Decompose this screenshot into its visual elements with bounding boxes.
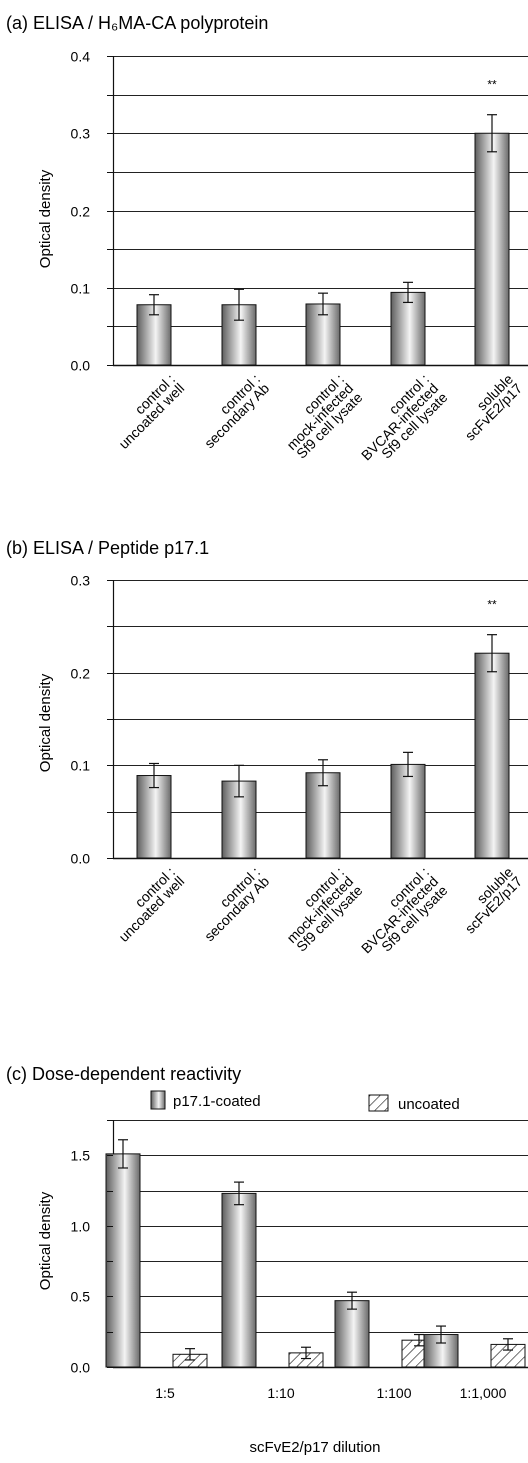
error-bar xyxy=(403,751,413,778)
x-tick-label: control :uncoated well xyxy=(106,371,187,452)
y-tick-label: 0.2 xyxy=(71,204,91,220)
chart-a-grid xyxy=(112,56,528,367)
bar xyxy=(305,772,341,859)
x-tick-label: control :BVCAR-infectedSf9 cell lysate xyxy=(349,371,451,473)
chart-c-bars xyxy=(105,1139,526,1368)
chart-a-yticks: 0.0 0.1 0.2 0.3 0.4 xyxy=(71,49,113,374)
chart-c-grid xyxy=(112,1120,528,1369)
chart-a-ylabel: Optical density xyxy=(37,169,54,268)
error-bar xyxy=(185,1348,195,1361)
bar xyxy=(221,304,257,366)
x-tick-label: 1:1,000 xyxy=(460,1385,507,1401)
y-tick-label: 0.0 xyxy=(71,851,91,867)
y-tick-label: 0.2 xyxy=(71,666,91,682)
chart-b-bars: ** xyxy=(136,598,510,859)
y-tick-label: 1.0 xyxy=(71,1219,91,1235)
chart-c-title: (c) Dose-dependent reactivity xyxy=(6,1064,241,1084)
error-bar xyxy=(301,1346,311,1360)
x-tick-label: control :secondary Ab xyxy=(192,371,273,452)
error-bar xyxy=(118,1139,128,1169)
x-tick-label: 1:5 xyxy=(155,1385,175,1401)
x-tick-label: solublescFvE2/p17 xyxy=(453,371,526,444)
x-tick-label: 1:100 xyxy=(376,1385,411,1401)
y-tick-label: 0.5 xyxy=(71,1289,91,1305)
error-bar xyxy=(503,1338,513,1351)
chart-c-yticks: 0.0 0.5 1.0 1.5 xyxy=(71,1120,113,1376)
x-tick-label: control :uncoated well xyxy=(106,864,187,945)
y-tick-label: 0.0 xyxy=(71,358,91,374)
y-tick-label: 0.1 xyxy=(71,758,91,774)
legend-label-coated: p17.1-coated xyxy=(173,1093,261,1110)
bar-coated xyxy=(105,1153,141,1368)
error-bar xyxy=(318,759,328,787)
error-bar xyxy=(234,288,244,321)
chart-b-yticks: 0.0 0.1 0.2 0.3 xyxy=(71,573,113,867)
y-tick-label: 0.4 xyxy=(71,49,91,65)
bar xyxy=(474,652,510,859)
y-tick-label: 0.1 xyxy=(71,281,91,297)
x-tick-label: solublescFvE2/p17 xyxy=(453,864,526,937)
bar xyxy=(474,132,510,366)
legend-label-uncoated: uncoated xyxy=(398,1096,460,1113)
bar xyxy=(390,763,426,859)
error-bar xyxy=(414,1333,424,1347)
error-bar xyxy=(403,281,413,304)
error-bar xyxy=(347,1291,357,1310)
error-bar xyxy=(149,762,159,789)
error-bar xyxy=(487,634,497,673)
bar xyxy=(305,303,341,366)
chart-b-title: (b) ELISA / Peptide p17.1 xyxy=(6,538,209,558)
chart-a-title: (a) ELISA / H₆MA-CA polyprotein xyxy=(6,13,268,33)
chart-c-legend: p17.1-coated uncoated xyxy=(150,1090,460,1113)
chart-a-bars: ** xyxy=(136,78,510,366)
y-tick-label: 1.5 xyxy=(71,1148,91,1164)
error-bar xyxy=(318,292,328,316)
x-tick-label: control :BVCAR-infectedSf9 cell lysate xyxy=(349,864,451,966)
chart-a: (a) ELISA / H₆MA-CA polyprotein Optical … xyxy=(6,13,528,473)
bar-coated xyxy=(334,1300,370,1368)
significance-marker: ** xyxy=(487,78,497,92)
chart-c: (c) Dose-dependent reactivity Optical de… xyxy=(6,1064,528,1456)
x-tick-label: control :mock-infectedSf9 cell lysate xyxy=(274,864,365,955)
chart-c-xticks: 1:5 1:10 1:100 1:1,000 xyxy=(155,1385,506,1401)
chart-a-xticks: control :uncoated well control :secondary… xyxy=(106,371,526,473)
legend-swatch-coated xyxy=(150,1090,166,1110)
chart-c-xlabel: scFvE2/p17 dilution xyxy=(250,1439,381,1456)
error-bar xyxy=(487,114,497,153)
x-tick-label: 1:10 xyxy=(267,1385,294,1401)
error-bar xyxy=(234,1181,244,1206)
error-bar xyxy=(149,294,159,316)
legend-swatch-uncoated xyxy=(368,1094,389,1112)
chart-b: (b) ELISA / Peptide p17.1 Optical densit… xyxy=(6,538,528,966)
x-tick-label: control :mock-infectedSf9 cell lysate xyxy=(274,371,365,462)
chart-b-ylabel: Optical density xyxy=(37,673,54,772)
chart-c-ylabel: Optical density xyxy=(37,1191,54,1290)
error-bar xyxy=(436,1325,446,1344)
x-tick-label: control :secondary Ab xyxy=(192,864,273,945)
y-tick-label: 0.3 xyxy=(71,126,91,142)
bar xyxy=(390,291,426,366)
y-tick-label: 0.3 xyxy=(71,573,91,589)
chart-b-xticks: control :uncoated well control :secondary… xyxy=(106,864,526,966)
bar-coated xyxy=(221,1192,257,1368)
y-tick-label: 0.0 xyxy=(71,1360,91,1376)
error-bar xyxy=(234,764,244,798)
bar xyxy=(136,775,172,859)
significance-marker: ** xyxy=(487,598,497,612)
